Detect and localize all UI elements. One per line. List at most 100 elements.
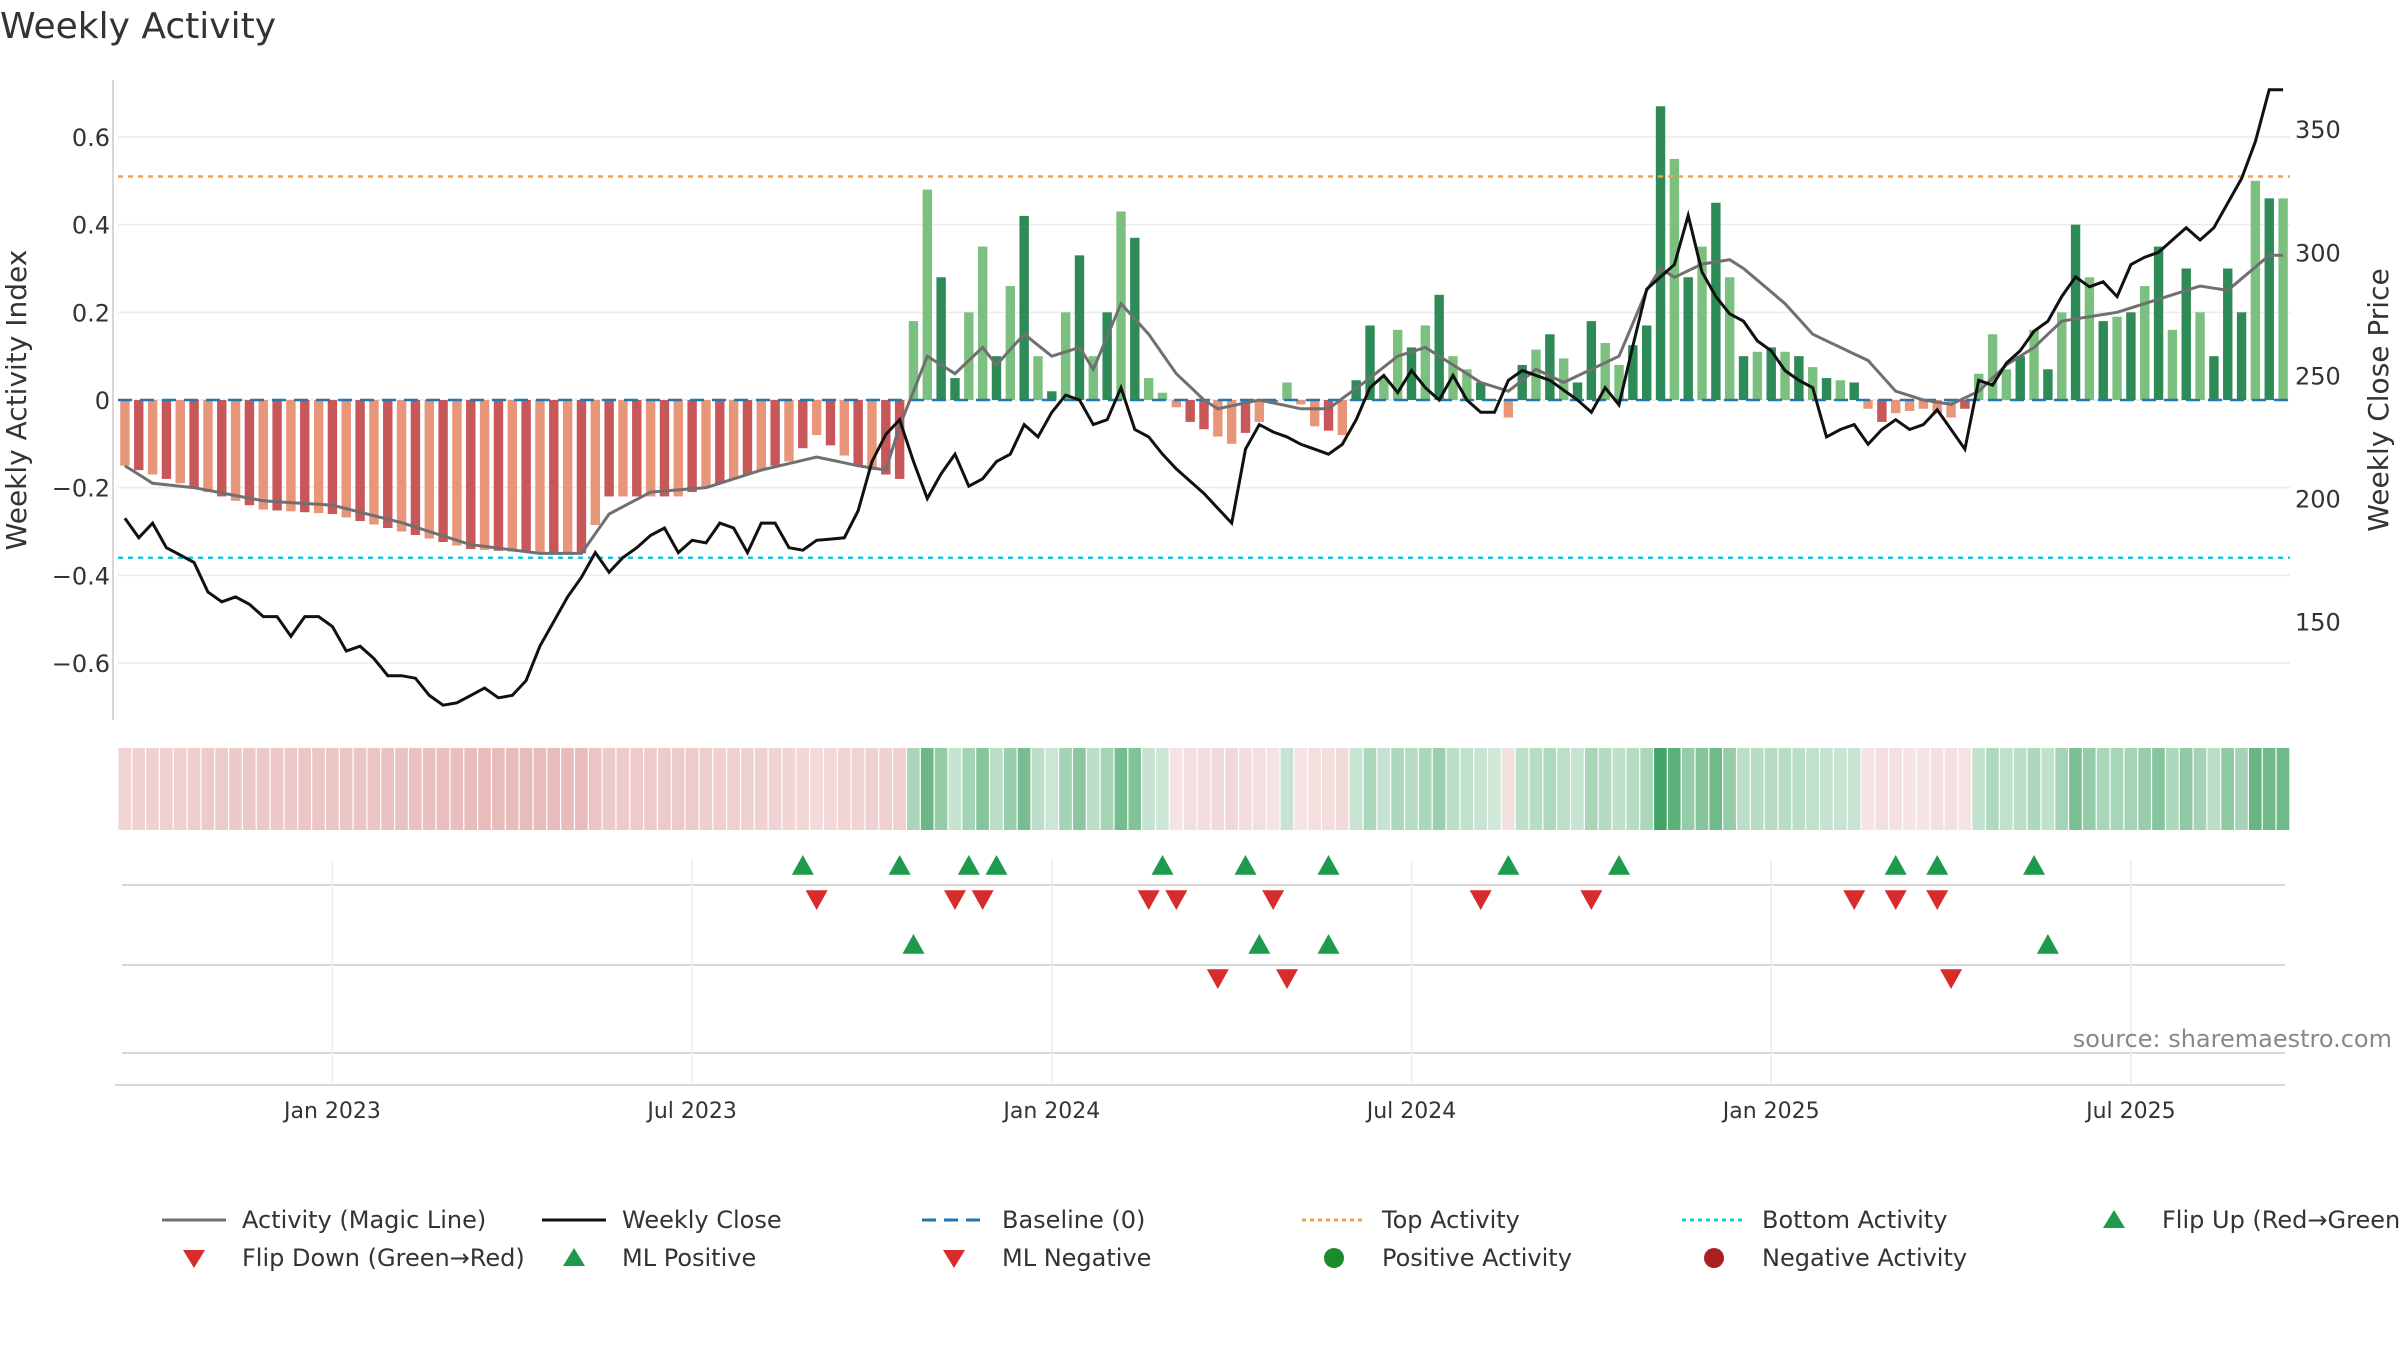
legend-swatch-icon <box>1682 1218 1746 1222</box>
activity-bar <box>1019 215 1029 400</box>
heat-cell <box>422 748 436 830</box>
activity-heat-strip <box>118 748 2290 830</box>
legend-swatch-icon <box>1324 1248 1344 1268</box>
activity-bar <box>576 400 587 554</box>
flip-down-marker <box>1843 890 1866 910</box>
heat-cell <box>256 748 270 830</box>
activity-bar <box>466 400 476 550</box>
heat-cell <box>1225 748 1238 830</box>
legend-item: Activity (Magic Line) <box>160 1205 486 1235</box>
heat-cell <box>1460 748 1474 830</box>
activity-bar <box>507 400 517 552</box>
heat-cell <box>1695 748 1709 830</box>
activity-bar <box>549 400 559 554</box>
activity-bar <box>1296 400 1306 405</box>
heat-cell <box>187 748 201 830</box>
heat-cell <box>754 748 768 830</box>
activity-bar <box>922 189 933 400</box>
ml-negative-marker <box>1940 969 1963 989</box>
activity-bar <box>1655 106 1666 401</box>
heat-cell <box>146 748 159 830</box>
heat-cell <box>824 748 837 830</box>
heat-cell <box>2165 748 2179 830</box>
activity-bar <box>2140 286 2150 400</box>
heat-cell <box>1999 748 2013 830</box>
legend-swatch-icon <box>563 1248 585 1266</box>
heat-cell <box>2082 748 2096 830</box>
activity-bar <box>1379 378 1389 400</box>
activity-bar <box>715 400 725 484</box>
flip-up-marker <box>1151 855 1174 875</box>
flip-marker-panels <box>115 855 2285 1086</box>
heat-cell <box>160 748 173 830</box>
activity-bar <box>1171 400 1182 408</box>
flip-down-marker <box>1137 890 1160 910</box>
y-right-tick-label: 200 <box>2295 485 2341 513</box>
heat-cell <box>1571 748 1584 830</box>
heat-cell <box>1266 748 1280 830</box>
heat-cell <box>1335 748 1349 830</box>
x-tick-label: Jan 2025 <box>1721 1099 1820 1124</box>
flip-down-marker <box>1165 890 1188 910</box>
activity-bar <box>2209 356 2219 400</box>
flip-up-marker <box>985 855 1008 875</box>
heat-cell <box>741 748 754 830</box>
activity-bar <box>2070 224 2081 400</box>
activity-bar <box>936 277 946 400</box>
heat-cell <box>1598 748 1612 830</box>
heat-cell <box>713 748 727 830</box>
activity-bar <box>811 400 822 436</box>
activity-bar <box>618 400 628 497</box>
ml-negative-marker <box>1206 969 1229 989</box>
heat-cell <box>1252 748 1266 830</box>
activity-bar <box>1088 356 1099 400</box>
activity-bar <box>410 400 421 536</box>
heat-cell <box>1833 748 1847 830</box>
legend-label: Weekly Close <box>622 1206 782 1234</box>
heat-cell <box>1100 748 1114 830</box>
heat-cell <box>243 748 256 830</box>
activity-bar <box>2126 312 2136 400</box>
activity-bar <box>1254 400 1265 422</box>
x-tick-label: Jul 2024 <box>1365 1099 1457 1124</box>
heat-cell <box>1557 748 1570 830</box>
heat-cell <box>2193 748 2207 830</box>
heat-cell <box>2276 748 2290 830</box>
legend-swatch-icon <box>1704 1248 1724 1268</box>
heat-cell <box>1944 748 1958 830</box>
heat-cell <box>810 748 823 830</box>
activity-bar <box>341 400 351 518</box>
heat-cell <box>1792 748 1806 830</box>
activity-bar <box>1586 321 1597 400</box>
activity-bar <box>1794 356 1804 400</box>
heat-cell <box>1612 748 1626 830</box>
heat-cell <box>326 748 339 830</box>
activity-bar <box>244 400 255 506</box>
activity-bar <box>1420 325 1431 400</box>
activity-bar <box>189 400 199 488</box>
heat-cell <box>851 748 865 830</box>
heat-cell <box>1626 748 1640 830</box>
heat-cell <box>270 748 284 830</box>
heat-cell <box>1737 748 1750 830</box>
heat-cell <box>1764 748 1778 830</box>
heat-cell <box>1875 748 1889 830</box>
activity-bar <box>535 400 545 554</box>
heat-cell <box>962 748 976 830</box>
heat-cell <box>118 748 132 830</box>
flip-up-marker <box>1497 855 1520 875</box>
heat-cell <box>1405 748 1418 830</box>
heat-cell <box>505 748 519 830</box>
activity-bar <box>2264 198 2274 400</box>
heat-cell <box>1363 748 1377 830</box>
y-left-tick-label: −0.4 <box>52 562 110 590</box>
y-axis-right-label: Weekly Close Price <box>2362 268 2395 531</box>
activity-bar <box>1628 345 1638 400</box>
activity-bar <box>604 400 614 497</box>
legend-swatch-icon <box>943 1250 965 1268</box>
heat-cell <box>1930 748 1944 830</box>
heat-cell <box>353 748 367 830</box>
heat-cell <box>2138 748 2151 830</box>
ml-positive-marker <box>1248 934 1271 954</box>
flip-up-marker <box>1884 855 1907 875</box>
